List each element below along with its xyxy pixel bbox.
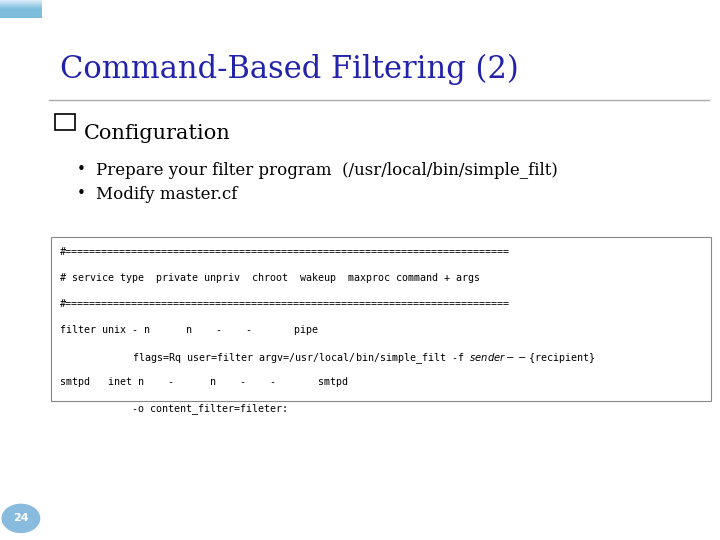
Bar <box>0 2 42 11</box>
Bar <box>0 8 42 16</box>
Bar <box>0 8 42 17</box>
Text: -o content_filter=fileter:: -o content_filter=fileter: <box>60 403 288 414</box>
Bar <box>0 3 42 12</box>
Bar <box>0 8 42 17</box>
Text: #==========================================================================: #=======================================… <box>60 299 510 309</box>
Bar <box>0 5 42 14</box>
Bar <box>0 3 42 12</box>
Bar <box>0 3 42 11</box>
Bar <box>0 5 42 14</box>
Text: Prepare your filter program  (/usr/local/bin/simple_filt): Prepare your filter program (/usr/local/… <box>96 162 557 179</box>
Text: #==========================================================================: #=======================================… <box>60 247 510 258</box>
Bar <box>0 4 42 13</box>
Bar <box>0 4 42 14</box>
Text: smtpd   inet n    -      n    -    -       smtpd: smtpd inet n - n - - smtpd <box>60 377 348 387</box>
Bar <box>0 6 42 15</box>
Text: # service type  private unpriv  chroot  wakeup  maxproc command + args: # service type private unpriv chroot wak… <box>60 273 480 284</box>
Text: flags=Rq user=filter argv=/usr/local/bin/simple_filt -f ${sender} - -${recipient: flags=Rq user=filter argv=/usr/local/bin… <box>60 351 595 366</box>
FancyBboxPatch shape <box>51 237 711 401</box>
Bar <box>0 9 42 18</box>
Bar <box>0 4 42 13</box>
Bar <box>0 8 42 17</box>
Bar <box>0 8 42 17</box>
Bar <box>0 1 42 10</box>
Bar <box>55 114 75 130</box>
Bar <box>0 8 42 17</box>
Bar <box>0 6 42 16</box>
Bar <box>0 2 42 11</box>
Bar <box>0 2 42 10</box>
Bar <box>0 2 42 11</box>
Circle shape <box>2 504 40 532</box>
Bar <box>0 4 42 12</box>
Bar <box>0 6 42 15</box>
Bar <box>0 1 42 9</box>
Bar <box>0 3 42 12</box>
Text: filter unix - n      n    -    -       pipe: filter unix - n n - - pipe <box>60 325 318 335</box>
Bar <box>0 4 42 13</box>
Bar <box>0 6 42 15</box>
Bar <box>0 8 42 17</box>
Bar <box>0 0 42 9</box>
Bar <box>0 9 42 18</box>
Bar <box>0 5 42 14</box>
Bar <box>0 3 42 12</box>
Bar <box>0 5 42 15</box>
Text: •: • <box>77 162 86 177</box>
Bar <box>0 4 42 14</box>
Text: •: • <box>77 186 86 201</box>
Bar <box>0 0 42 9</box>
Bar <box>0 7 42 16</box>
Bar <box>0 5 42 15</box>
Bar <box>0 2 42 10</box>
Text: Computer Center, CS, NCTU: Computer Center, CS, NCTU <box>16 197 26 343</box>
Bar <box>0 1 42 9</box>
Bar <box>0 3 42 12</box>
Text: Modify master.cf: Modify master.cf <box>96 186 237 203</box>
Bar <box>0 5 42 14</box>
Text: Configuration: Configuration <box>84 124 230 143</box>
Bar <box>0 2 42 11</box>
Bar <box>0 7 42 16</box>
Bar <box>0 6 42 16</box>
Bar <box>0 6 42 15</box>
Bar <box>0 4 42 13</box>
Text: 24: 24 <box>13 514 29 523</box>
Bar <box>0 2 42 11</box>
Bar <box>0 9 42 17</box>
Text: Command-Based Filtering (2): Command-Based Filtering (2) <box>60 54 518 85</box>
Bar <box>0 1 42 10</box>
Bar <box>0 3 42 12</box>
Bar <box>0 1 42 10</box>
Bar <box>0 6 42 16</box>
Bar <box>0 1 42 10</box>
Bar <box>0 5 42 14</box>
Bar <box>0 1 42 10</box>
Bar <box>0 9 42 17</box>
Bar <box>0 2 42 11</box>
Bar <box>0 6 42 15</box>
Bar <box>0 7 42 16</box>
